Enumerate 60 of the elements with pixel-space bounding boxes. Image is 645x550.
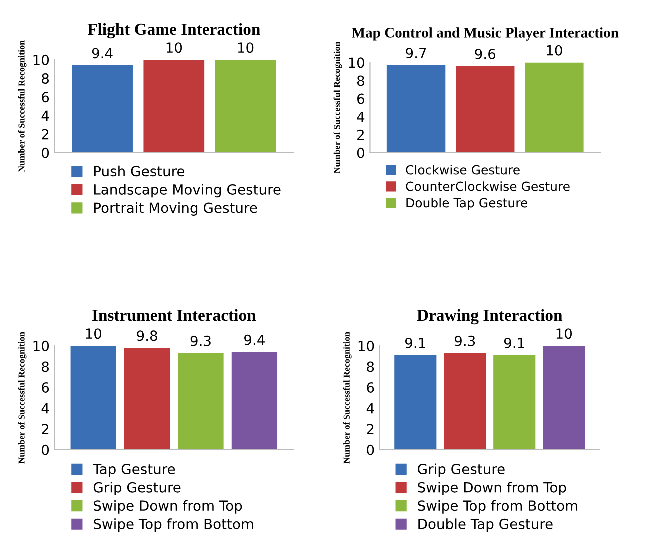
legend-label: Clockwise Gesture bbox=[406, 165, 520, 175]
y-tick-label: 2 bbox=[367, 424, 374, 434]
y-axis-title: Number of Successful Recognition bbox=[334, 42, 342, 174]
legend-label: CounterClockwise Gesture bbox=[406, 182, 570, 192]
y-tick-label: 6 bbox=[42, 382, 50, 394]
y-tick-label: 10 bbox=[358, 340, 374, 352]
y-tick-label: 2 bbox=[42, 424, 49, 434]
legend-label: Swipe Down from Top bbox=[418, 482, 566, 496]
y-tick-label: 2 bbox=[358, 130, 364, 140]
y-tick-label: 8 bbox=[357, 76, 364, 86]
y-tick-label: 0 bbox=[42, 444, 50, 456]
chart-title: Instrument Interaction bbox=[92, 309, 256, 322]
legend-label: Tap Gesture bbox=[93, 464, 176, 478]
y-tick-label: 0 bbox=[367, 444, 374, 456]
y-tick-label: 4 bbox=[357, 112, 365, 122]
data-label: 10 bbox=[166, 42, 182, 54]
data-label: 9.8 bbox=[137, 330, 158, 342]
data-label: 9.3 bbox=[454, 336, 476, 346]
y-axis-title: Number of Successful Recognition bbox=[18, 40, 27, 172]
chart-title: Drawing Interaction bbox=[417, 309, 563, 325]
legend-label: Swipe Down from Top bbox=[94, 500, 242, 514]
data-label: 9.1 bbox=[405, 338, 426, 348]
data-label: 9.4 bbox=[92, 48, 113, 59]
data-label: 9.7 bbox=[406, 48, 426, 59]
legend-label: Grip Gesture bbox=[418, 464, 505, 478]
y-tick-label: 8 bbox=[42, 362, 50, 372]
data-label: 10 bbox=[547, 45, 562, 56]
y-tick-label: 10 bbox=[34, 54, 50, 66]
y-axis-title: Number of Successful Recognition bbox=[343, 332, 352, 464]
y-tick-label: 2 bbox=[42, 129, 49, 140]
y-tick-label: 6 bbox=[358, 94, 364, 104]
y-tick-label: 0 bbox=[357, 148, 364, 158]
data-label: 9.3 bbox=[190, 336, 211, 346]
legend-label: Grip Gesture bbox=[94, 482, 181, 496]
chart-title: Map Control and Music Player Interaction bbox=[352, 28, 619, 41]
legend-label: Landscape Moving Gesture bbox=[94, 184, 281, 198]
y-tick-label: 10 bbox=[349, 58, 364, 68]
data-label: 10 bbox=[238, 42, 254, 54]
chart-title: Flight Game Interaction bbox=[88, 23, 260, 39]
y-tick-label: 6 bbox=[367, 382, 374, 394]
data-label: 9.4 bbox=[244, 334, 265, 346]
data-label: 10 bbox=[556, 328, 572, 340]
legend-label: Swipe Top from Bottom bbox=[94, 518, 254, 532]
y-tick-label: 6 bbox=[42, 92, 50, 103]
y-tick-label: 8 bbox=[42, 74, 50, 84]
legend-label: Double Tap Gesture bbox=[406, 198, 528, 210]
y-tick-label: 10 bbox=[34, 340, 50, 352]
y-tick-label: 4 bbox=[42, 110, 50, 121]
y-axis-title: Number of Successful Recognition bbox=[18, 332, 27, 464]
data-label: 9.1 bbox=[504, 338, 524, 348]
y-tick-label: 8 bbox=[367, 362, 374, 372]
legend-label: Swipe Top from Bottom bbox=[418, 500, 578, 514]
y-tick-label: 4 bbox=[42, 403, 50, 414]
data-label: 9.6 bbox=[475, 48, 496, 60]
data-label: 10 bbox=[86, 328, 102, 340]
legend-label: Push Gesture bbox=[94, 166, 185, 177]
y-tick-label: 0 bbox=[42, 148, 50, 158]
legend-label: Double Tap Gesture bbox=[418, 518, 553, 532]
y-tick-label: 4 bbox=[366, 403, 374, 414]
legend-label: Portrait Moving Gesture bbox=[94, 202, 258, 216]
